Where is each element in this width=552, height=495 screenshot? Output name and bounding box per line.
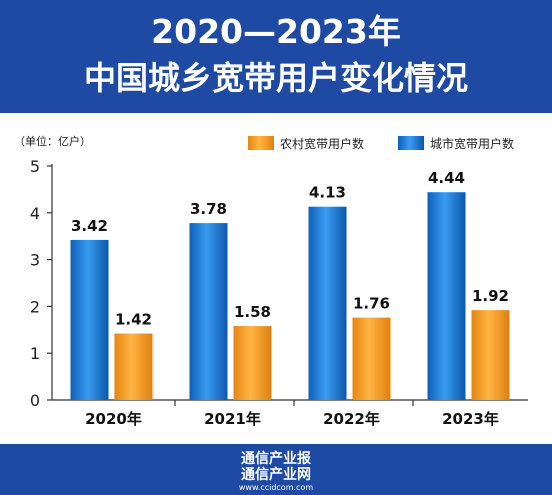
data-label: 3.42 bbox=[71, 217, 108, 235]
footer-brand-2: 通信产业网 bbox=[241, 467, 311, 483]
data-label: 1.42 bbox=[115, 311, 152, 329]
bar bbox=[308, 206, 347, 400]
bar bbox=[352, 317, 391, 400]
y-tick-label: 3 bbox=[30, 251, 40, 270]
x-tick-label: 2022年 bbox=[323, 410, 380, 428]
y-tick-label: 0 bbox=[30, 391, 40, 410]
x-tick-label: 2020年 bbox=[85, 410, 142, 428]
title-main: 中国城乡宽带用户变化情况 bbox=[83, 59, 468, 97]
bar-chart: （单位：亿户） 农村宽带用户数 城市宽带用户数 0 1 2 3 4 5 2020年 2021年 2… bbox=[14, 134, 528, 428]
bar bbox=[70, 239, 109, 400]
data-label: 1.76 bbox=[353, 295, 390, 313]
header-banner: 2020—2023年 中国城乡宽带用户变化情况 bbox=[0, 0, 552, 113]
data-label: 1.92 bbox=[472, 287, 509, 305]
bar bbox=[114, 333, 153, 400]
legend-label: 城市宽带用户数 bbox=[430, 136, 514, 151]
footer-banner: 通信产业报 通信产业网 www.ccidcom.com bbox=[0, 444, 552, 495]
bar bbox=[427, 192, 466, 400]
legend-swatch bbox=[398, 136, 424, 150]
y-tick-label: 2 bbox=[30, 297, 40, 316]
data-label: 1.58 bbox=[234, 303, 271, 321]
footer-brand-1: 通信产业报 bbox=[241, 451, 311, 467]
legend-label: 农村宽带用户数 bbox=[280, 136, 364, 151]
footer-url: www.ccidcom.com bbox=[238, 483, 314, 492]
bars: 3.42 1.42 3.78 1.58 4.13 1.76 4.44 1.92 bbox=[70, 169, 510, 400]
legend-swatch bbox=[248, 136, 274, 150]
bar bbox=[189, 223, 228, 400]
x-tick-label: 2023年 bbox=[442, 410, 499, 428]
bar bbox=[471, 310, 510, 400]
data-label: 3.78 bbox=[190, 200, 227, 218]
title-years: 2020—2023年 bbox=[151, 12, 401, 51]
y-tick-label: 1 bbox=[30, 344, 40, 363]
legend: 农村宽带用户数 城市宽带用户数 bbox=[248, 136, 514, 151]
bar bbox=[233, 326, 272, 400]
x-tick-label: 2021年 bbox=[204, 410, 261, 428]
axes: 0 1 2 3 4 5 2020年 2021年 2022年 2023年 bbox=[30, 157, 528, 428]
y-tick-label: 5 bbox=[30, 157, 40, 176]
data-label: 4.13 bbox=[309, 184, 346, 202]
unit-label: （单位：亿户） bbox=[14, 134, 91, 148]
data-label: 4.44 bbox=[428, 169, 465, 187]
y-tick-label: 4 bbox=[30, 204, 40, 223]
